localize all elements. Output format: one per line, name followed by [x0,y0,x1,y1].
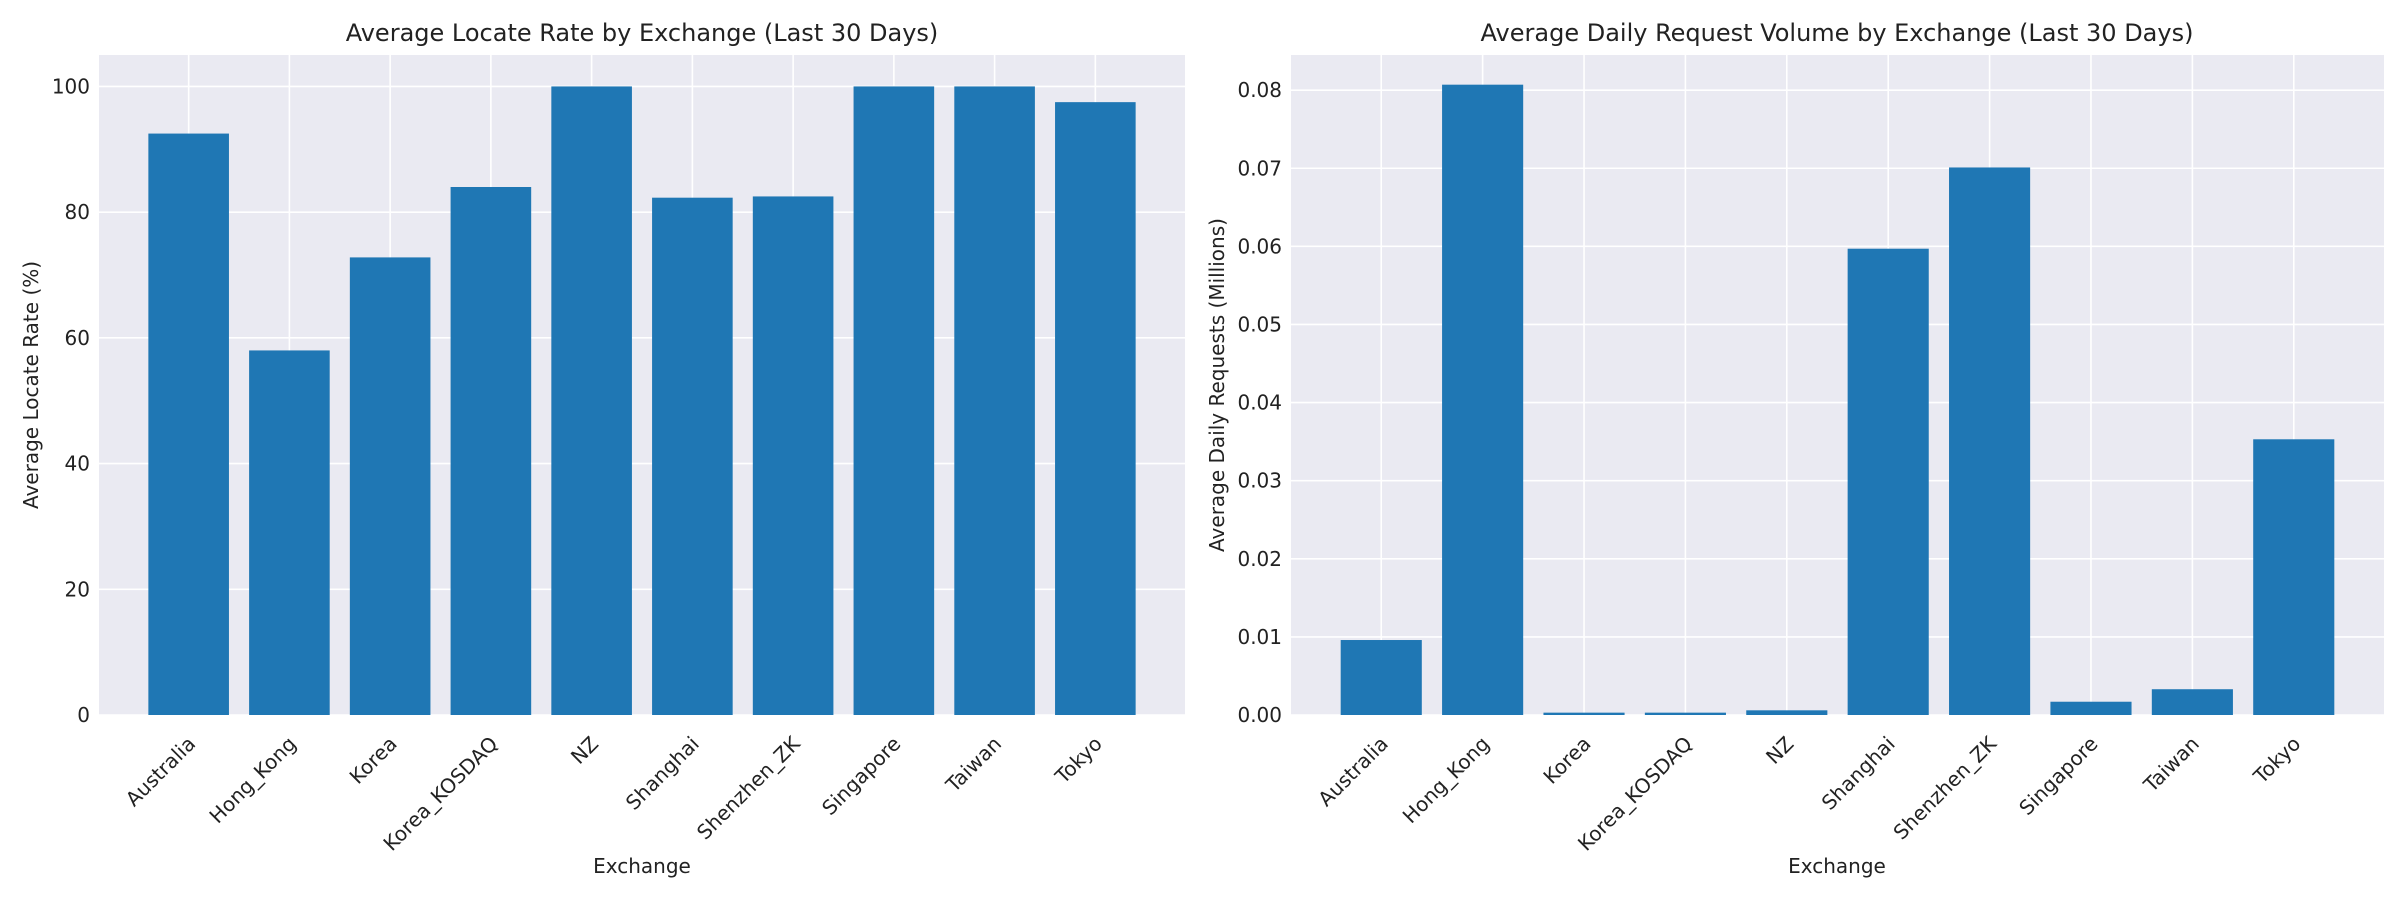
x-tick-label: Singapore [817,732,905,820]
bars-right [1340,84,2335,715]
y-tick-label: 20 [65,577,90,601]
bar-shanghai [1847,248,1929,715]
x-tick-label: Tokyo [1050,732,1107,789]
y-tick-label: 80 [65,200,90,224]
y-tick-label: 60 [65,326,90,350]
bar-australia [1340,640,1422,715]
bar-shanghai [652,197,733,715]
x-tick-label: Hong_Kong [205,732,301,828]
bar-singapore [853,86,935,715]
y-tick-label: 0.02 [1237,547,1282,571]
x-tick-label: Taiwan [2138,732,2204,798]
chart-title-left: Average Locate Rate by Exchange (Last 30… [346,19,939,47]
bar-korea_kosdaq [450,187,532,715]
x-tick-label: Shanghai [621,732,704,815]
x-tick-label: NZ [1761,732,1798,769]
bar-korea [349,257,431,715]
bar-nz [551,86,632,715]
y-tick-label: 0.07 [1237,156,1282,180]
bar-taiwan [954,86,1035,715]
request-volume-chart: 0.00 0.01 0.02 0.03 0.04 0.05 0.06 0.07 0.08 Aus… [1205,19,2384,878]
x-tick-label: Australia [121,732,201,812]
x-tick-label: NZ [566,732,603,769]
x-tick-label: Shanghai [1817,732,1900,815]
bar-hong_kong [1442,84,1524,715]
x-tick-label: Tokyo [2248,732,2305,789]
y-tick-label: 0.04 [1237,391,1282,415]
y-tick-label: 0.08 [1237,78,1282,102]
x-tick-label: Shenzhen_ZK [692,731,805,844]
y-tick-label: 0.06 [1237,234,1282,258]
chart-title-right: Average Daily Request Volume by Exchange… [1481,19,2194,47]
bar-nz [1746,710,1828,715]
x-tick-label: Shenzhen_ZK [1888,731,2001,844]
bar-shenzhen_zk [1949,167,2031,715]
x-tick-label: Korea [345,732,402,789]
x-tick-label: Hong_Kong [1398,732,1494,828]
bar-hong_kong [249,350,330,715]
x-axis-label-left: Exchange [593,854,691,878]
x-axis-label-right: Exchange [1788,854,1886,878]
bar-shenzhen_zk [752,196,834,715]
y-axis-label-right: Average Daily Requests (Millions) [1205,218,1229,552]
y-tick-label: 0 [77,703,90,727]
y-ticks-right: 0.00 0.01 0.02 0.03 0.04 0.05 0.06 0.07 0.08 [1237,78,1282,727]
bar-tokyo [1055,102,1136,715]
bar-taiwan [2151,689,2233,715]
bar-korea [1543,712,1625,715]
bar-australia [148,133,229,716]
y-ticks-left: 0 20 40 60 80 100 [52,74,90,727]
y-tick-label: 40 [65,452,90,476]
y-tick-label: 0.00 [1237,703,1282,727]
x-tick-label: Singapore [2014,732,2102,820]
bar-korea_kosdaq [1644,712,1726,715]
x-tick-label: Korea [1538,732,1595,789]
bar-singapore [2050,701,2132,715]
bar-tokyo [2253,439,2335,715]
x-tick-label: Taiwan [940,732,1006,798]
y-tick-label: 100 [52,74,90,98]
bars-left [148,86,1136,716]
y-axis-label-left: Average Locate Rate (%) [19,261,43,509]
y-tick-label: 0.03 [1237,469,1282,493]
y-tick-label: 0.05 [1237,312,1282,336]
x-tick-label: Australia [1313,732,1393,812]
y-tick-label: 0.01 [1237,625,1282,649]
